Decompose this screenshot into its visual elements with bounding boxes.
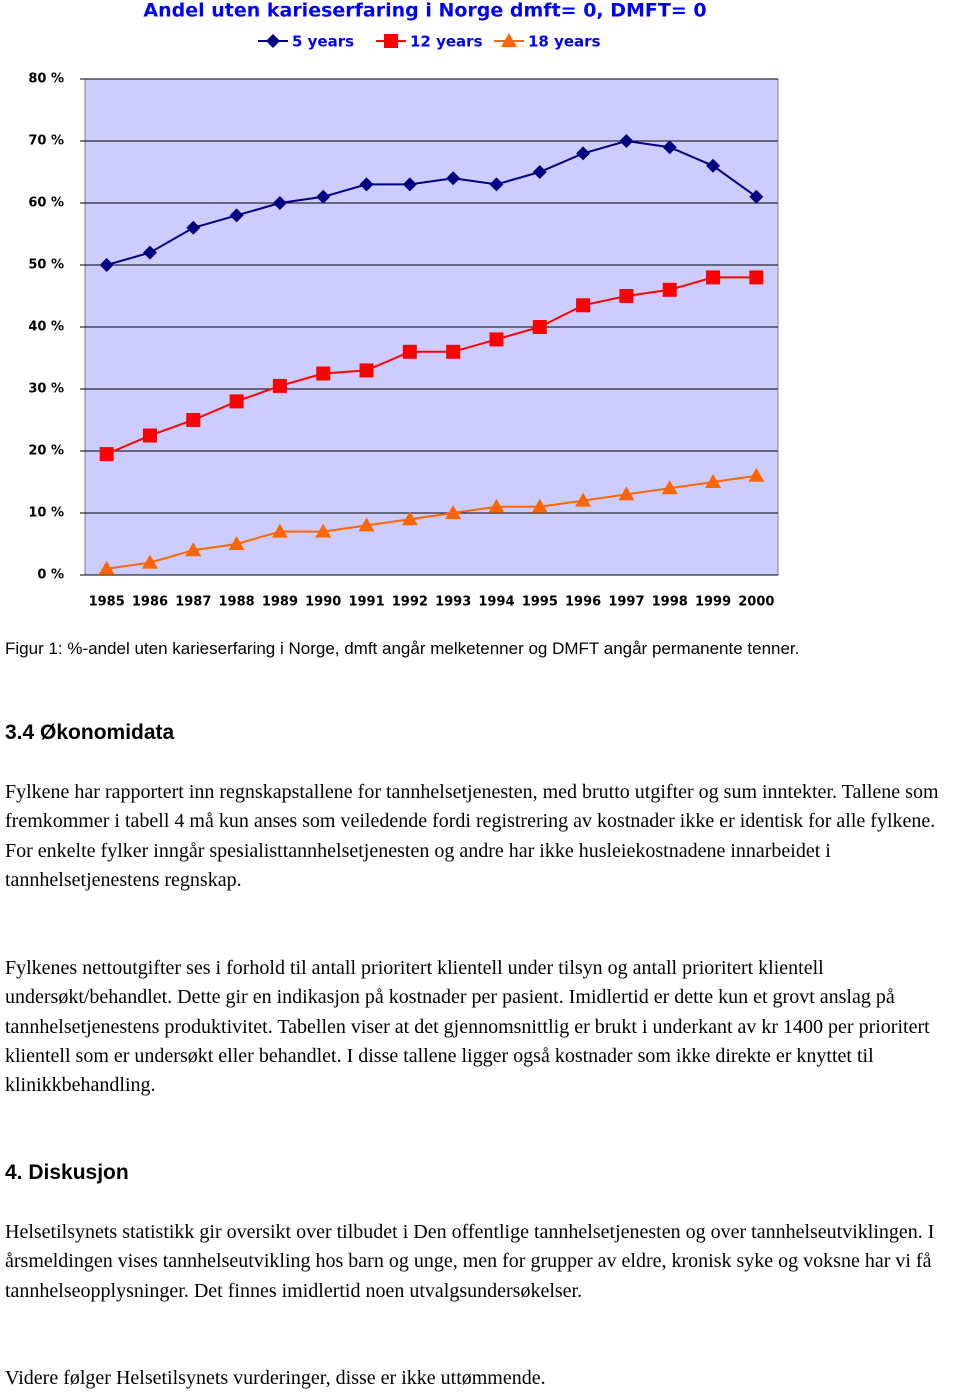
y-tick-label: 70 % <box>28 134 64 149</box>
x-tick-label: 1990 <box>305 595 341 610</box>
marker <box>445 505 462 519</box>
x-tick-label: 1991 <box>348 595 384 610</box>
x-tick-label: 1988 <box>219 595 255 610</box>
marker <box>359 363 374 378</box>
marker <box>229 208 244 223</box>
marker <box>186 220 201 235</box>
marker <box>446 344 461 359</box>
x-tick-label: 1986 <box>132 595 168 610</box>
marker <box>661 480 678 495</box>
paragraph: Videre følger Helsetilsynets vurderinger… <box>5 1367 546 1389</box>
x-tick-label: 1987 <box>175 595 211 610</box>
marker <box>749 189 764 204</box>
marker <box>142 428 157 443</box>
x-tick-label: 1998 <box>652 595 688 610</box>
y-tick-label: 10 % <box>28 506 64 521</box>
marker <box>489 332 504 347</box>
paragraph: Fylkene har rapportert inn regnskapstall… <box>5 781 939 891</box>
x-tick-label: 1992 <box>392 595 428 610</box>
y-tick-label: 80 % <box>28 72 64 87</box>
marker <box>384 34 398 48</box>
marker <box>402 344 417 359</box>
x-tick-label: 2000 <box>738 595 774 610</box>
y-tick-label: 0 % <box>37 568 64 583</box>
marker <box>271 523 288 538</box>
x-tick-label: 1995 <box>522 595 558 610</box>
marker <box>532 320 547 334</box>
x-tick-label: 1994 <box>478 595 514 610</box>
marker <box>98 560 115 575</box>
legend-label: 5 years <box>292 33 354 51</box>
y-tick-label: 60 % <box>28 196 64 211</box>
x-tick-label: 1985 <box>89 595 125 610</box>
figure-caption: Figur 1: %-andel uten karieserfaring i N… <box>5 639 800 658</box>
marker <box>662 282 677 297</box>
marker <box>266 34 280 48</box>
marker <box>228 536 245 550</box>
marker <box>272 378 287 393</box>
marker <box>619 134 634 148</box>
marker <box>186 413 201 427</box>
series-line <box>106 139 757 266</box>
marker <box>359 177 374 192</box>
marker <box>229 394 244 409</box>
series-line <box>106 474 757 570</box>
marker <box>315 523 332 538</box>
paragraph: Fylkenes nettoutgifter ses i forhold til… <box>5 957 930 1097</box>
marker <box>99 258 114 272</box>
marker <box>402 177 417 192</box>
x-tick-label: 1993 <box>435 595 471 610</box>
marker <box>99 447 114 462</box>
marker <box>446 171 461 186</box>
chart-title: Andel uten karieserfaring i Norge dmft= … <box>143 0 706 22</box>
marker <box>532 165 547 179</box>
chart: Andel uten karieserfaring i Norge dmft= … <box>28 0 779 610</box>
marker <box>619 289 634 303</box>
x-tick-label: 1996 <box>565 595 601 610</box>
marker <box>575 492 592 507</box>
legend-label: 18 years <box>528 33 601 51</box>
marker <box>142 245 157 260</box>
marker <box>316 189 331 204</box>
y-tick-label: 30 % <box>28 382 64 397</box>
marker <box>531 498 548 513</box>
x-tick-label: 1997 <box>608 595 644 610</box>
paragraph: Helsetilsynets statistikk gir oversikt o… <box>5 1221 935 1302</box>
marker <box>705 474 722 488</box>
x-tick-label: 1999 <box>695 595 731 610</box>
legend-label: 12 years <box>410 33 483 51</box>
marker <box>501 33 517 47</box>
marker <box>488 498 505 513</box>
marker <box>489 177 504 192</box>
marker <box>316 366 331 381</box>
marker <box>272 196 287 210</box>
section-heading: 4. Diskusjon <box>5 1161 129 1184</box>
marker <box>618 486 635 501</box>
marker <box>662 140 677 155</box>
marker <box>576 298 591 313</box>
marker <box>748 467 765 482</box>
y-tick-label: 20 % <box>28 444 64 459</box>
x-tick-label: 1989 <box>262 595 298 610</box>
marker <box>706 270 721 285</box>
y-tick-label: 40 % <box>28 320 64 335</box>
marker <box>749 270 764 285</box>
y-tick-label: 50 % <box>28 258 64 273</box>
series-line <box>106 276 757 456</box>
marker <box>358 517 375 532</box>
marker <box>185 542 202 557</box>
marker <box>576 146 591 161</box>
marker <box>141 554 158 569</box>
marker <box>401 511 418 526</box>
section-heading: 3.4 Økonomidata <box>5 721 175 744</box>
marker <box>706 158 721 173</box>
